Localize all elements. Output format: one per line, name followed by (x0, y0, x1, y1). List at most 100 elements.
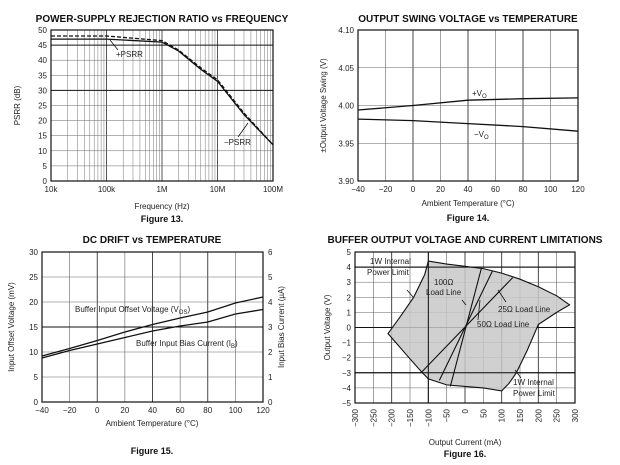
y-tick-label: 0 (34, 398, 39, 407)
y2-tick-label: 3 (268, 323, 273, 332)
chart-figure-13: POWER-SUPPLY REJECTION RATIO vs FREQUENC… (13, 14, 289, 224)
x-tick-label: 100 (544, 185, 558, 194)
series-line (41, 296, 264, 357)
y2-tick-label: 2 (268, 348, 273, 357)
x-tick-label: −40 (351, 185, 365, 194)
annotation-arrow (109, 39, 119, 51)
y-tick-label: 4.10 (338, 26, 354, 35)
chart-figure-16: BUFFER OUTPUT VOLTAGE AND CURRENT LIMITA… (323, 235, 603, 459)
y-tick-label: 3.90 (338, 177, 354, 186)
y-axis-label: ±Output Voltage Swing (V) (319, 58, 328, 153)
annotation-arrow (514, 369, 522, 379)
figure-caption: Figure 15. (131, 446, 174, 456)
y-tick-label: 15 (38, 132, 47, 141)
x-tick-label: −250 (369, 408, 378, 427)
x-tick-label: 150 (516, 408, 525, 422)
y-tick-label: 5 (43, 162, 48, 171)
x-tick-label: 120 (571, 185, 585, 194)
x-tick-label: −150 (406, 408, 415, 427)
y2-tick-label: 5 (268, 273, 273, 282)
x-tick-label: 60 (491, 185, 500, 194)
y-tick-label: 3 (347, 278, 352, 287)
y2-tick-label: 6 (268, 248, 273, 257)
x-tick-label: 50 (479, 408, 488, 417)
chart-figure-15: DC DRIFT vs TEMPERATURE−40 −20 0 20 40 60 80 10… (7, 235, 286, 456)
y-tick-label: −4 (342, 384, 352, 393)
figure-caption: Figure 14. (447, 213, 490, 223)
x-tick-label: −100 (424, 408, 433, 427)
y-tick-label: 20 (38, 117, 47, 126)
plot-frame (41, 251, 264, 403)
y-tick-label: 10 (29, 348, 38, 357)
chart-title: BUFFER OUTPUT VOLTAGE AND CURRENT LIMITA… (328, 235, 603, 246)
x-tick-label: 10M (210, 185, 226, 194)
series-line (51, 38, 274, 146)
x-axis-label: Frequency (Hz) (134, 202, 189, 211)
y-axis-label: PSRR (dB) (13, 85, 22, 125)
y-tick-label: 3.95 (338, 139, 354, 148)
x-tick-label: 80 (203, 406, 212, 415)
x-tick-label: 100k (98, 185, 116, 194)
label-100-ohm: Load Line (426, 288, 462, 297)
annotation-arrow (461, 299, 467, 306)
label-plus-vo: +VO (472, 89, 487, 100)
plot-frame (354, 251, 576, 404)
x-tick-label: 100 (229, 406, 243, 415)
y-tick-label: −5 (342, 399, 352, 408)
x-tick-label: 80 (519, 185, 528, 194)
label-plus-psrr: +PSRR (116, 50, 143, 59)
y2-tick-label: 4 (268, 298, 273, 307)
y-tick-label: 4 (347, 263, 352, 272)
plot-frame (50, 29, 274, 182)
paren: ) (235, 339, 238, 348)
y-tick-label: 30 (38, 86, 47, 95)
label-offset-voltage: Buffer Input Offset Voltage (VOS) (75, 305, 190, 316)
series-line (357, 118, 579, 132)
x-tick-label: 100 (498, 408, 507, 422)
y-tick-label: 50 (38, 26, 47, 35)
x-tick-label: −50 (443, 408, 452, 422)
series-line (51, 35, 274, 146)
x-tick-label: 60 (176, 406, 185, 415)
subscript: OS (179, 310, 188, 316)
x-tick-label: 120 (256, 406, 270, 415)
y-tick-label: 0 (43, 177, 48, 186)
y-tick-label: −3 (342, 369, 352, 378)
paren: ) (187, 305, 190, 314)
annotation-arrow (237, 122, 249, 138)
label-power-limit-top: Power Limit (367, 268, 410, 277)
annotation-arrow (406, 289, 414, 298)
safe-operating-area (387, 260, 571, 392)
y-tick-label: 25 (38, 102, 47, 111)
label-power-limit-bottom: Power Limit (513, 389, 556, 398)
chart-title: POWER-SUPPLY REJECTION RATIO vs FREQUENC… (36, 14, 289, 25)
y-tick-label: 1 (347, 308, 352, 317)
label-minus-vo: −VO (474, 130, 489, 141)
y-tick-label: 10 (38, 147, 47, 156)
x-axis-label: Output Current (mA) (429, 438, 502, 447)
x-tick-label: 100M (263, 185, 283, 194)
y-tick-label: 35 (38, 71, 47, 80)
y-tick-label: 0 (347, 324, 352, 333)
x-tick-label: 0 (461, 408, 470, 413)
y2-axis-label: Input Bias Current (µA) (277, 286, 286, 368)
x-tick-label: 0 (95, 406, 100, 415)
y-tick-label: 25 (29, 273, 38, 282)
subscript: B (231, 344, 235, 350)
figure-caption: Figure 16. (444, 449, 487, 459)
y-tick-label: −1 (342, 339, 352, 348)
y-tick-label: 4.00 (338, 102, 354, 111)
x-tick-label: 300 (571, 408, 580, 422)
plot-frame (357, 29, 579, 182)
x-tick-label: −300 (351, 408, 360, 427)
y2-tick-label: 1 (268, 373, 273, 382)
x-tick-label: 20 (120, 406, 129, 415)
series-line (357, 97, 579, 111)
x-tick-label: −200 (388, 408, 397, 427)
x-axis-label: Ambient Temperature (°C) (422, 199, 515, 208)
x-tick-label: 0 (411, 185, 416, 194)
annotation-arrow (497, 289, 507, 303)
x-tick-label: −20 (63, 406, 77, 415)
y-axis-label: Input Offset Voltage (mV) (7, 282, 16, 372)
